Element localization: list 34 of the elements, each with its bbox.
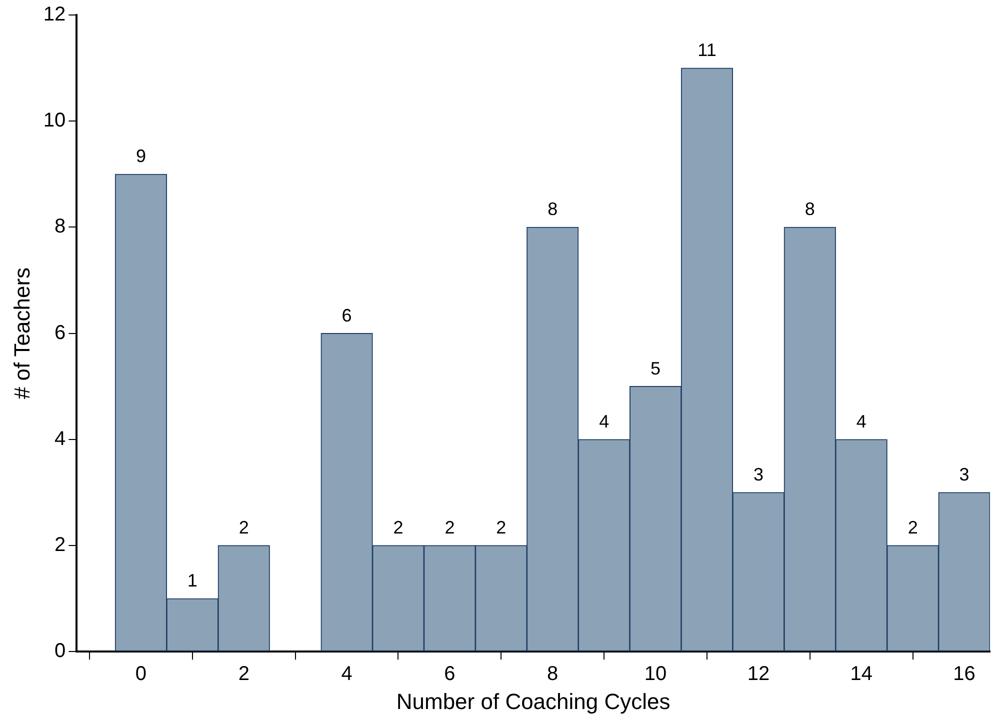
y-tick-label: 6 bbox=[54, 322, 66, 344]
data-label: 8 bbox=[548, 199, 558, 220]
x-tick-label: 2 bbox=[238, 663, 250, 686]
x-tick-label: 6 bbox=[444, 663, 456, 686]
data-label: 9 bbox=[136, 146, 146, 166]
data-label: 2 bbox=[496, 517, 506, 538]
data-label: 6 bbox=[342, 305, 352, 326]
x-tick-label: 16 bbox=[953, 663, 976, 686]
data-label: 2 bbox=[393, 517, 404, 538]
x-tick-label: 12 bbox=[747, 663, 770, 686]
data-label: 2 bbox=[908, 517, 918, 538]
y-tick-label: 10 bbox=[43, 110, 66, 132]
x-tick-label: 4 bbox=[341, 663, 352, 686]
y-tick-label: 8 bbox=[54, 216, 66, 238]
y-axis-title: # of Teachers bbox=[9, 267, 34, 400]
data-label: 8 bbox=[804, 199, 815, 220]
data-label: 2 bbox=[238, 517, 249, 538]
data-label: 11 bbox=[698, 40, 716, 60]
data-label: 4 bbox=[599, 411, 610, 432]
data-label: 5 bbox=[650, 358, 661, 378]
data-label: 2 bbox=[444, 517, 455, 538]
data-label: 4 bbox=[856, 411, 866, 432]
y-tick-label: 4 bbox=[54, 428, 66, 450]
x-tick-label: 8 bbox=[547, 663, 558, 686]
x-tick-label: 0 bbox=[135, 663, 147, 686]
x-axis-title: Number of Coaching Cycles bbox=[396, 688, 670, 714]
y-tick-label: 0 bbox=[54, 640, 66, 662]
data-label: 1 bbox=[187, 570, 198, 591]
x-tick-label: 10 bbox=[644, 663, 667, 686]
x-tick-label: 14 bbox=[850, 663, 872, 686]
data-label: 3 bbox=[753, 464, 764, 484]
data-label: 3 bbox=[959, 464, 970, 484]
y-tick-label: 12 bbox=[43, 4, 66, 26]
y-tick-label: 2 bbox=[54, 534, 66, 556]
